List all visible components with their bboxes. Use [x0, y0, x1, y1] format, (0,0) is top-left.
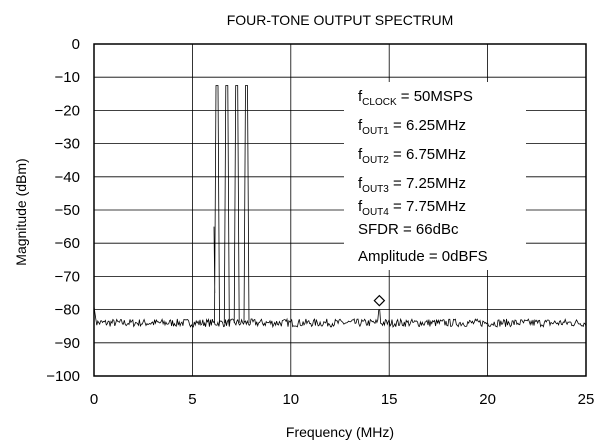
- y-tick-label: −10: [55, 69, 80, 86]
- tone-trace: [213, 85, 250, 323]
- x-axis-label: Frequency (MHz): [286, 424, 394, 440]
- y-tick-label: −50: [55, 202, 80, 219]
- x-tick-label: 15: [381, 391, 398, 408]
- y-axis-label: Magnitude (dBm): [13, 158, 29, 265]
- chart-title: FOUR-TONE OUTPUT SPECTRUM: [227, 12, 454, 28]
- annotation-amplitude: Amplitude = 0dBFS: [358, 248, 488, 265]
- annotation-clock: fCLOCK = 50MSPS: [358, 88, 473, 108]
- x-tick-labels: 0 5 10 15 20 25: [90, 391, 595, 408]
- spur-diamond-marker: [373, 294, 386, 307]
- annotation-box: fCLOCK = 50MSPS fOUT1 = 6.25MHz fOUT2 = …: [344, 82, 526, 270]
- x-tick-label: 25: [578, 391, 595, 408]
- y-tick-label: −90: [55, 335, 80, 352]
- annotation-background: [344, 82, 526, 270]
- annotation-sfdr: SFDR = 66dBc: [358, 221, 459, 238]
- y-tick-label: −60: [55, 235, 80, 252]
- annotation-out2: fOUT2 = 6.75MHz: [358, 146, 466, 166]
- annotation-out4: fOUT4 = 7.75MHz: [358, 198, 466, 218]
- y-tick-label: −20: [55, 102, 80, 119]
- noise-floor-trace: [93, 306, 587, 329]
- y-tick-label: −80: [55, 302, 80, 319]
- y-tick-label: −70: [55, 268, 80, 285]
- y-tick-label: −100: [46, 368, 80, 385]
- plot-frame: [93, 43, 587, 377]
- annotation-out3: fOUT3 = 7.25MHz: [358, 175, 466, 195]
- x-tick-label: 10: [282, 391, 299, 408]
- x-tick-label: 5: [188, 391, 196, 408]
- y-tick-label: −30: [55, 136, 80, 153]
- x-tick-label: 0: [90, 391, 98, 408]
- annotation-out1: fOUT1 = 6.25MHz: [358, 117, 466, 137]
- y-tick-label: −40: [55, 169, 80, 186]
- trace-layer: [93, 85, 587, 329]
- y-tick-labels: 0 −10 −20 −30 −40 −50 −60 −70 −80 −90 −100: [46, 36, 80, 385]
- x-tick-label: 20: [479, 391, 496, 408]
- y-tick-label: 0: [72, 36, 80, 53]
